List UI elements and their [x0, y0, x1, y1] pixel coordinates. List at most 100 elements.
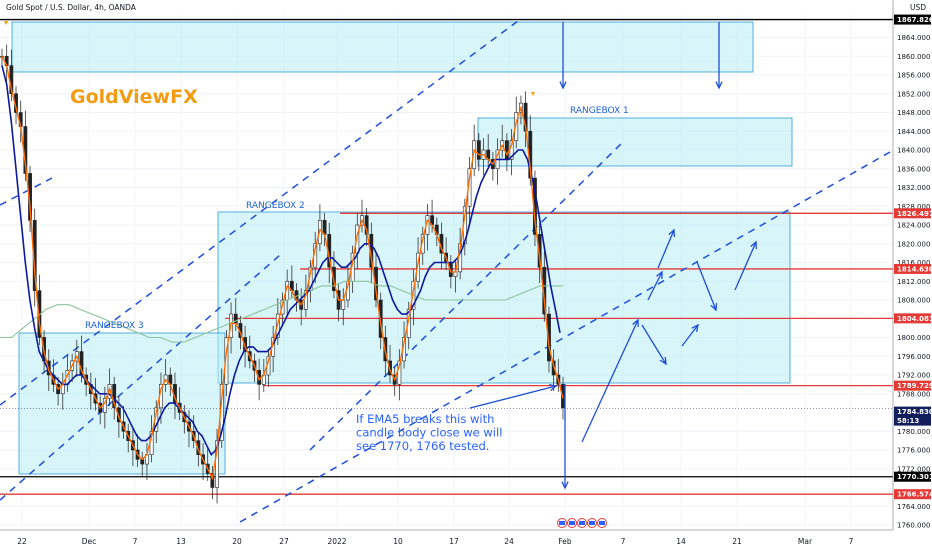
- event-flag-icon-fill: [569, 521, 575, 525]
- event-flag-icon-fill: [599, 521, 605, 525]
- candle: [243, 337, 248, 352]
- high-marker: [4, 21, 8, 25]
- forecast-note-line: see 1770, 1766 tested.: [356, 439, 489, 453]
- currency-label: USD: [910, 3, 926, 12]
- range-box: [217, 211, 791, 384]
- y-tick-label: 1840.000: [897, 147, 930, 155]
- projection-arrow-head: [632, 318, 639, 328]
- y-tick-label: 1824.000: [897, 222, 930, 230]
- y-tick-label: 1852.000: [897, 90, 930, 98]
- candle: [215, 440, 219, 488]
- event-flag-icon-fill: [589, 521, 595, 525]
- candle: [116, 407, 121, 423]
- y-tick-label: 1764.000: [897, 503, 930, 511]
- price-tag-bg: [894, 208, 931, 219]
- candle: [504, 140, 509, 160]
- y-tick-label: 1808.000: [897, 297, 930, 305]
- top-range-box: [11, 21, 754, 73]
- projection-arrow: [641, 324, 667, 365]
- candle: [196, 440, 201, 455]
- projection-arrow: [681, 324, 699, 347]
- range-box: [18, 332, 226, 475]
- countdown-tag: 58:13: [897, 417, 919, 425]
- y-tick-label: 1812.000: [897, 278, 930, 286]
- y-tick-label: 1856.000: [897, 72, 930, 80]
- y-tick-label: 1848.000: [897, 109, 930, 117]
- brand-logo: GoldViewFX: [70, 86, 198, 108]
- down-arrow-head: [559, 81, 567, 90]
- candle: [416, 252, 420, 282]
- price-tag: 1867.826: [897, 16, 932, 24]
- rangebox-3-label: RANGEBOX 3: [85, 321, 144, 331]
- projection-arrow-head: [659, 356, 667, 366]
- price-tag: 1804.081: [897, 315, 932, 323]
- header-bar: [0, 0, 932, 14]
- last-price-tag-bg: [894, 406, 931, 417]
- x-tick-label: 7: [133, 537, 138, 546]
- candle: [476, 140, 481, 160]
- candle: [341, 299, 346, 310]
- x-tick-label: 24: [504, 537, 514, 546]
- candle: [551, 360, 556, 376]
- x-tick-label: 21: [732, 537, 742, 546]
- price-tag: 1789.729: [897, 382, 932, 390]
- chart-title: Gold Spot / U.S. Dollar, 4h, OANDA: [6, 3, 137, 12]
- y-tick-label: 1860.000: [897, 53, 930, 61]
- forecast-note-line: candle body close we will: [356, 426, 502, 440]
- price-tag: 1814.630: [897, 265, 932, 273]
- x-tick-label: 17: [449, 537, 459, 546]
- pointer-arrow-head: [549, 383, 558, 392]
- time-axis-panel: [0, 530, 932, 550]
- y-tick-label: 1816.000: [897, 259, 930, 267]
- candle: [107, 384, 112, 399]
- y-tick-label: 1760.000: [897, 522, 930, 530]
- projection-arrow: [696, 261, 717, 311]
- price-tag-bg: [894, 313, 931, 324]
- y-tick-label: 1828.000: [897, 203, 930, 211]
- x-tick-label: Dec: [82, 537, 97, 546]
- projection-arrow: [657, 229, 675, 269]
- down-arrow-head: [561, 481, 569, 490]
- y-tick-label: 1836.000: [897, 165, 930, 173]
- y-tick-label: 1800.000: [897, 334, 930, 342]
- y-tick-label: 1788.000: [897, 390, 930, 398]
- price-tag: 1770.301: [897, 473, 932, 481]
- ema-slow-line: [1, 65, 561, 457]
- countdown-tag-bg: [894, 415, 931, 426]
- trend-channel-line: [309, 139, 626, 451]
- price-tag-bg: [894, 489, 931, 500]
- x-tick-label: 7: [849, 537, 854, 546]
- projection-arrow-head: [668, 228, 676, 238]
- x-tick-label: 20: [232, 537, 242, 546]
- projection-arrow: [647, 271, 663, 301]
- rangebox-2-label: RANGEBOX 2: [246, 201, 305, 211]
- pointer-arrow: [469, 385, 557, 409]
- forecast-note-line: If EMA5 breaks this with: [356, 412, 494, 426]
- rangebox-1-label: RANGEBOX 1: [570, 106, 629, 116]
- price-tag-bg: [894, 263, 931, 274]
- price-axis-panel: [893, 0, 932, 550]
- last-price-tag: 1784.830: [897, 408, 932, 416]
- candle: [420, 234, 425, 254]
- event-flag-icon-fill: [579, 521, 585, 525]
- trend-channel-line: [0, 254, 281, 501]
- high-marker: [531, 92, 535, 96]
- y-tick-label: 1844.000: [897, 128, 930, 136]
- x-tick-label: 13: [176, 537, 186, 546]
- y-tick-label: 1796.000: [897, 353, 930, 361]
- y-tick-label: 1792.000: [897, 372, 930, 380]
- candle: [210, 473, 215, 488]
- y-tick-label: 1864.000: [897, 34, 930, 42]
- trend-channel-line: [0, 177, 53, 206]
- x-tick-label: 7: [621, 537, 626, 546]
- price-tag-bg: [894, 380, 931, 391]
- candle: [472, 140, 477, 170]
- y-tick-label: 1832.000: [897, 184, 930, 192]
- x-tick-label: 10: [393, 537, 403, 546]
- x-tick-label: 2022: [327, 537, 346, 546]
- y-tick-label: 1820.000: [897, 240, 930, 248]
- y-tick-label: 1776.000: [897, 447, 930, 455]
- projection-arrow-head: [656, 270, 663, 280]
